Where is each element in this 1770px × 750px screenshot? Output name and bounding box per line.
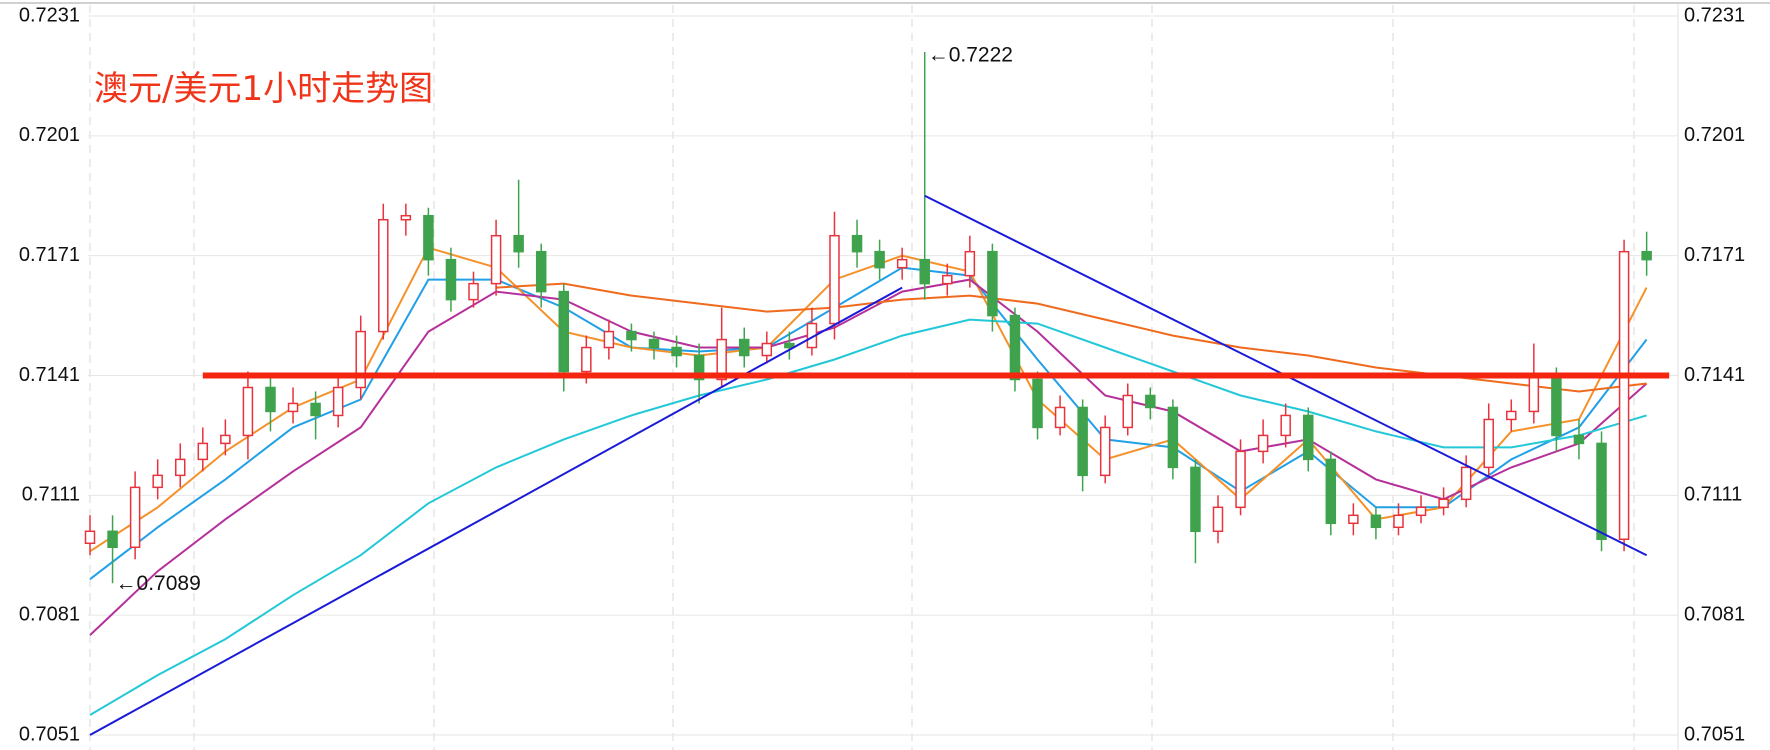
candle-body (1528, 374, 1540, 413)
candle-body (1122, 394, 1134, 429)
candle-body (919, 258, 930, 285)
candle-body (378, 218, 389, 333)
ma-line (89, 278, 1648, 636)
candle-body (716, 338, 727, 381)
y-tick-label-right: 0.7231 (1684, 4, 1745, 26)
candle-body (242, 386, 254, 437)
candle-body (152, 474, 163, 489)
candle-body (1302, 414, 1314, 461)
candle-body (468, 282, 479, 301)
candle-body (84, 530, 96, 545)
y-tick-label: 0.7081 (19, 603, 80, 625)
candle-body (197, 442, 209, 461)
candle-body (1167, 406, 1179, 469)
candle-body (829, 234, 840, 325)
candle-body (1190, 466, 1201, 533)
candle-body (1145, 394, 1156, 409)
candle-body (761, 342, 773, 357)
candle-body (626, 330, 637, 341)
annotation: ←0.7089 (116, 572, 201, 595)
candle-body (1077, 406, 1088, 477)
candle-body (942, 274, 953, 285)
ma-line (89, 266, 1648, 580)
candle-body (1280, 414, 1291, 437)
candle-body (400, 214, 412, 221)
candle-body (220, 434, 231, 445)
y-tick-label-right: 0.7111 (1684, 484, 1742, 506)
ma-line (89, 318, 1647, 716)
candle-body (1235, 450, 1246, 509)
candle-body (1212, 506, 1224, 533)
candle-body (1596, 442, 1607, 541)
candle-body (558, 290, 570, 373)
plot (84, 51, 1670, 736)
candle-body (265, 386, 276, 413)
candle-body (490, 234, 502, 285)
candle-body (964, 250, 976, 277)
y-tick-label: 0.7171 (19, 244, 80, 266)
y-tick-label-right: 0.7201 (1684, 124, 1745, 146)
candle-body (648, 338, 660, 349)
candle-body (1415, 506, 1427, 517)
candle-body (1641, 250, 1652, 261)
candle-body (310, 402, 321, 417)
y-tick-label: 0.7141 (19, 364, 80, 386)
candle-body (1618, 250, 1630, 541)
y-tick-label: 0.7051 (19, 723, 80, 745)
candle-body (603, 330, 615, 349)
candle-body (355, 330, 366, 389)
candle-body (1506, 410, 1517, 421)
candle-body (513, 234, 524, 253)
candle-body (535, 250, 547, 293)
candle-body (693, 354, 705, 381)
candle-body (1438, 498, 1449, 509)
candle-body (896, 258, 908, 269)
candle-body (1099, 426, 1111, 477)
candle-body (1032, 378, 1043, 429)
candle-body (332, 386, 344, 417)
candle-body (287, 402, 299, 413)
candle-body (851, 234, 863, 253)
candle-body (423, 214, 434, 261)
trend-line (89, 286, 903, 736)
candle-body (1348, 514, 1359, 525)
candle-body (1393, 514, 1404, 529)
candle-body (1370, 514, 1382, 529)
candle-body (738, 338, 750, 357)
candle-body (671, 346, 682, 357)
candle-body (1009, 314, 1021, 381)
candle-body (1483, 418, 1494, 469)
y-tick-label-right: 0.7081 (1684, 603, 1745, 625)
candle-body (107, 530, 118, 549)
y-tick-label: 0.7201 (19, 124, 80, 146)
y-tick-label: 0.7111 (22, 484, 80, 506)
candle-body (1325, 458, 1337, 525)
y-tick-label-right: 0.7051 (1684, 723, 1745, 745)
candle-body (874, 250, 885, 269)
candle-body (1460, 466, 1472, 501)
candle-body (445, 258, 457, 301)
candle-body (174, 458, 186, 477)
candle-body (784, 342, 795, 349)
candle-body (129, 486, 141, 549)
candle-body (581, 346, 592, 373)
candle-body (1573, 434, 1585, 445)
y-tick-label-right: 0.7171 (1684, 244, 1745, 266)
y-tick-label: 0.7231 (19, 4, 80, 26)
y-tick-label-right: 0.7141 (1684, 364, 1745, 386)
candle-body (1257, 434, 1269, 453)
ma-line (89, 246, 1648, 553)
chart-title: 澳元/美元1小时走势图 (94, 69, 433, 109)
candle-body (987, 250, 998, 317)
candle-body (1551, 374, 1562, 437)
annotation: ←0.7222 (928, 43, 1013, 66)
candle-body (1054, 406, 1066, 429)
